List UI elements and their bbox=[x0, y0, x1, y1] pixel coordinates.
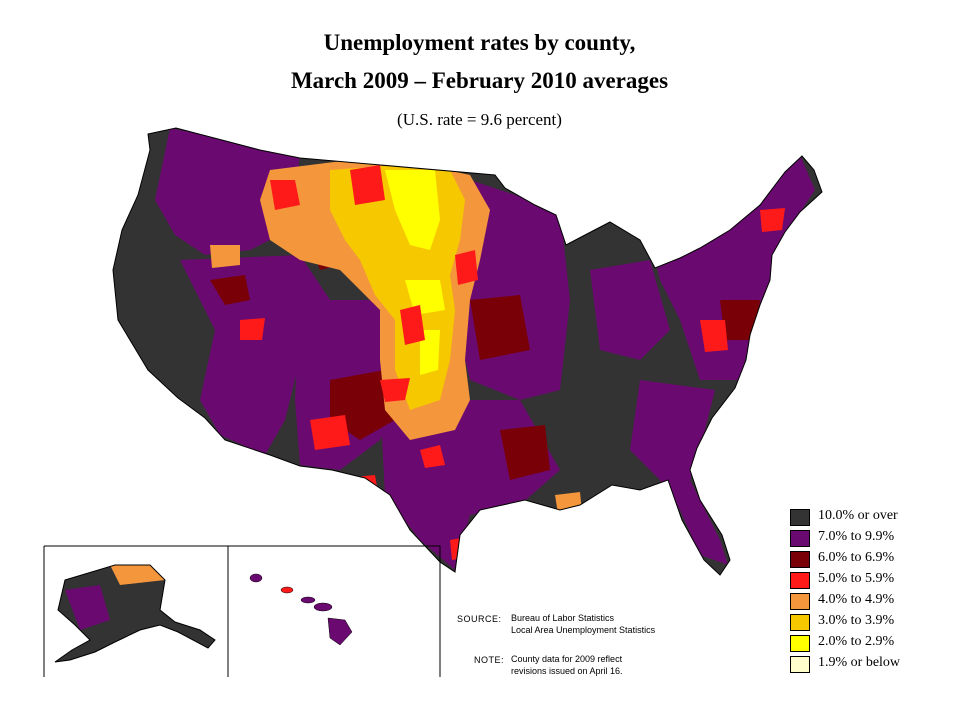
hawaii-inset bbox=[249, 573, 353, 646]
map-title-line-2: March 2009 – February 2010 averages bbox=[290, 68, 669, 93]
map-subtitle: (U.S. rate = 9.6 percent) bbox=[397, 110, 562, 129]
legend-item: 3.0% to 3.9% bbox=[790, 613, 959, 633]
legend-item: 2.0% to 2.9% bbox=[790, 634, 959, 654]
legend-label: 3.0% to 3.9% bbox=[818, 613, 895, 628]
note-text: County data for 2009 reflect revisions i… bbox=[511, 653, 623, 677]
legend-swatch bbox=[790, 572, 810, 589]
legend-label: 2.0% to 2.9% bbox=[818, 634, 895, 649]
note-line-1: County data for 2009 reflect bbox=[511, 654, 623, 664]
legend-label: 4.0% to 4.9% bbox=[818, 592, 895, 607]
note-line-2: revisions issued on April 16. bbox=[511, 666, 623, 676]
legend-item: 6.0% to 6.9% bbox=[790, 550, 959, 570]
legend-label: 1.9% or below bbox=[818, 655, 901, 670]
legend-swatch bbox=[790, 551, 810, 568]
legend-label: 5.0% to 5.9% bbox=[818, 571, 895, 586]
source-line-1: Bureau of Labor Statistics bbox=[511, 613, 615, 623]
legend-item: 10.0% or over bbox=[790, 508, 959, 528]
source-text: Bureau of Labor Statistics Local Area Un… bbox=[511, 612, 655, 636]
legend-item: 1.9% or below bbox=[790, 655, 959, 675]
source-label: SOURCE: bbox=[457, 614, 502, 624]
legend-swatch bbox=[790, 614, 810, 631]
legend-item: 4.0% to 4.9% bbox=[790, 592, 959, 612]
map-title-line-1: Unemployment rates by county, bbox=[323, 30, 636, 55]
inset-frame bbox=[43, 545, 441, 677]
legend-item: 5.0% to 5.9% bbox=[790, 571, 959, 591]
legend-label: 10.0% or over bbox=[818, 508, 898, 523]
legend-label: 7.0% to 9.9% bbox=[818, 529, 895, 544]
legend-swatch bbox=[790, 635, 810, 652]
legend-swatch bbox=[790, 530, 810, 547]
note-label: NOTE: bbox=[474, 655, 505, 665]
legend-swatch bbox=[790, 509, 810, 526]
conterminous-us bbox=[113, 128, 822, 575]
legend-label: 6.0% to 6.9% bbox=[818, 550, 895, 565]
legend-swatch bbox=[790, 656, 810, 673]
legend-item: 7.0% to 9.9% bbox=[790, 529, 959, 549]
legend-swatch bbox=[790, 593, 810, 610]
source-line-2: Local Area Unemployment Statistics bbox=[511, 625, 656, 635]
